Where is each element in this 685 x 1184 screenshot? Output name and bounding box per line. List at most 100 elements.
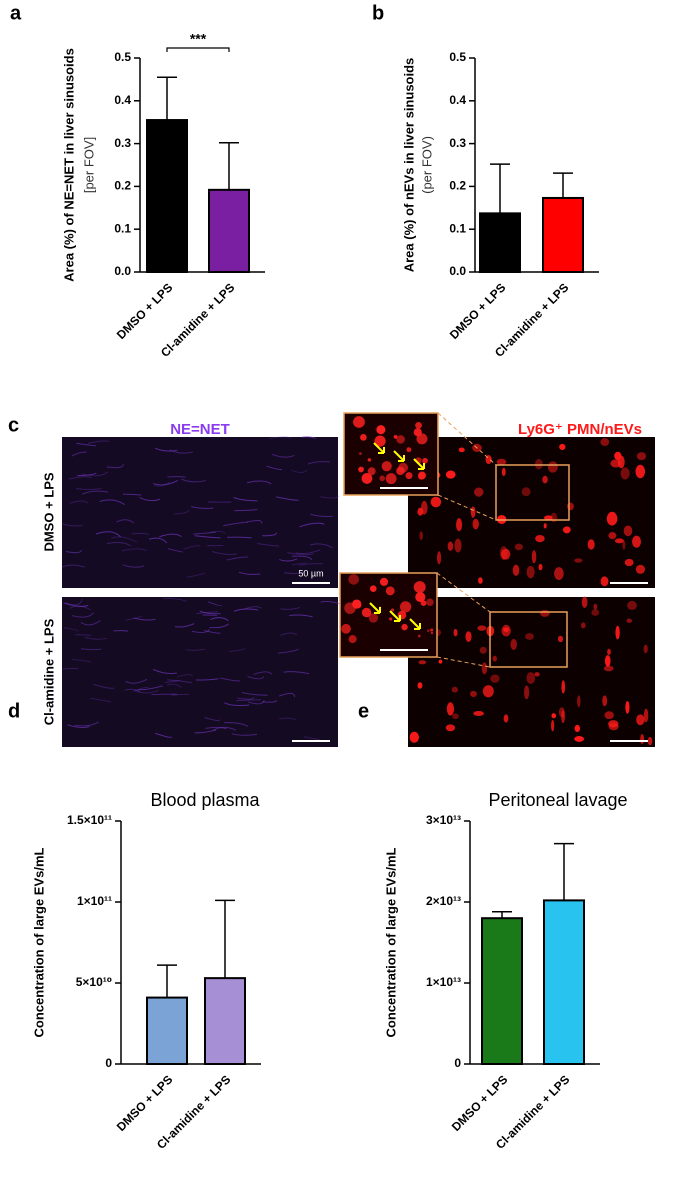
chart-title: Blood plasma <box>150 790 260 810</box>
texture <box>604 666 614 672</box>
texture <box>604 711 614 719</box>
texture <box>635 465 645 479</box>
texture <box>593 604 597 610</box>
bar <box>147 120 187 272</box>
texture <box>454 629 458 636</box>
y-tick-label: 0.4 <box>114 93 131 107</box>
y-axis-unit: [per FOV] <box>81 137 96 193</box>
texture <box>401 624 407 630</box>
texture <box>439 660 443 664</box>
texture <box>452 713 459 719</box>
y-tick-label: 1.5×10¹¹ <box>67 813 112 827</box>
texture <box>559 444 565 450</box>
texture <box>368 458 372 462</box>
texture <box>389 617 392 620</box>
texture <box>341 624 351 634</box>
texture <box>406 472 413 479</box>
y-tick-label: 0.5 <box>114 50 131 64</box>
texture <box>501 625 510 637</box>
texture <box>470 691 477 697</box>
y-axis-label: Area (%) of nEVs in liver sinusoids <box>401 58 416 273</box>
panel-label: d <box>8 700 20 722</box>
bar <box>480 213 520 272</box>
x-tick-label: DMSO + LPS <box>449 1072 511 1134</box>
texture <box>490 674 499 682</box>
x-tick-label: DMSO + LPS <box>114 1072 176 1134</box>
texture <box>607 512 618 526</box>
bar <box>147 998 187 1064</box>
texture <box>540 610 550 617</box>
texture <box>618 456 625 469</box>
texture <box>430 628 433 631</box>
texture <box>532 550 536 563</box>
y-tick-label: 2×10¹³ <box>426 894 461 908</box>
significance-bracket <box>167 48 229 52</box>
texture <box>581 622 586 628</box>
texture <box>644 644 648 653</box>
y-tick-label: 1×10¹¹ <box>77 894 112 908</box>
texture <box>415 422 422 429</box>
y-tick-label: 0 <box>105 1056 112 1070</box>
y-tick-label: 0.0 <box>449 264 466 278</box>
texture <box>418 472 426 480</box>
texture <box>621 467 630 479</box>
texture <box>422 458 428 464</box>
y-tick-label: 0 <box>454 1056 461 1070</box>
texture <box>510 639 517 650</box>
bar <box>209 190 249 272</box>
texture <box>391 608 394 611</box>
texture <box>554 567 564 580</box>
texture <box>608 532 616 539</box>
y-tick-label: 0.2 <box>114 179 131 193</box>
texture <box>360 434 367 441</box>
texture <box>380 578 388 586</box>
texture <box>418 660 426 664</box>
y-tick-label: 5×10¹⁰ <box>76 975 112 989</box>
y-tick-label: 0.1 <box>449 221 466 235</box>
texture <box>394 435 398 439</box>
texture <box>493 656 497 662</box>
texture <box>465 631 471 642</box>
texture <box>386 473 397 484</box>
texture <box>563 526 571 533</box>
texture <box>418 635 421 638</box>
texture <box>416 433 427 444</box>
texture <box>534 672 539 676</box>
texture <box>446 724 456 731</box>
texture <box>358 467 364 473</box>
panel-label: a <box>10 2 22 24</box>
y-tick-label: 0.4 <box>449 93 466 107</box>
texture <box>636 565 645 574</box>
texture <box>386 586 395 595</box>
texture <box>625 701 629 714</box>
texture <box>427 630 430 633</box>
texture <box>480 647 487 654</box>
texture <box>459 448 465 453</box>
texture <box>502 468 506 476</box>
bar-chart: d Blood plasma Concentration of large EVs/… <box>8 700 261 1152</box>
texture <box>625 559 634 566</box>
y-tick-label: 1×10¹³ <box>426 975 461 989</box>
texture <box>369 613 378 622</box>
y-axis-label: Concentration of large EVs/mL <box>31 847 46 1037</box>
texture <box>551 720 554 731</box>
y-axis-label: Area (%) of NE=NET in liver sinusoids <box>61 48 76 282</box>
texture <box>414 581 426 593</box>
texture <box>504 714 509 722</box>
texture <box>446 471 456 479</box>
texture <box>648 737 653 745</box>
texture <box>574 558 582 562</box>
texture <box>558 636 563 642</box>
texture <box>615 626 619 640</box>
texture <box>535 459 543 469</box>
texture <box>473 519 479 530</box>
bar <box>482 918 522 1064</box>
chart-title: Peritoneal lavage <box>488 790 627 810</box>
texture <box>602 695 607 706</box>
texture <box>636 714 644 725</box>
ne-net-image <box>62 437 338 588</box>
texture <box>353 416 365 428</box>
texture <box>551 713 556 718</box>
bar-chart: a Area (%) of NE=NET in liver sinusoids [p… <box>10 2 265 360</box>
